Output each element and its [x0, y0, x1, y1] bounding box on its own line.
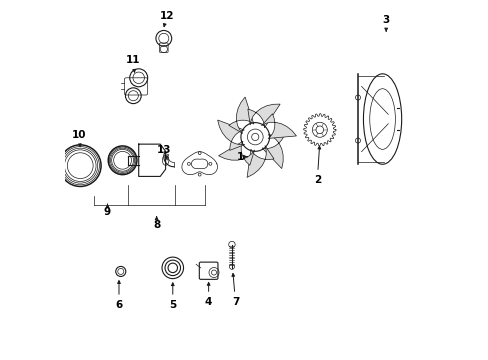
Text: 4: 4: [204, 283, 212, 307]
Polygon shape: [217, 120, 244, 150]
Text: 6: 6: [115, 281, 122, 310]
Text: 11: 11: [125, 55, 140, 72]
Text: 1: 1: [237, 152, 247, 162]
Polygon shape: [228, 97, 253, 134]
Text: 10: 10: [71, 130, 86, 147]
Polygon shape: [262, 135, 284, 168]
Text: 3: 3: [382, 15, 389, 31]
Polygon shape: [246, 145, 273, 177]
Text: 7: 7: [231, 274, 239, 307]
Polygon shape: [247, 104, 280, 128]
Text: 2: 2: [313, 146, 320, 185]
Polygon shape: [261, 114, 296, 139]
Text: 13: 13: [156, 144, 171, 160]
Text: 5: 5: [169, 283, 176, 310]
Text: 9: 9: [104, 204, 111, 217]
Text: 8: 8: [153, 217, 160, 230]
Text: 12: 12: [159, 11, 174, 27]
Polygon shape: [218, 141, 254, 165]
